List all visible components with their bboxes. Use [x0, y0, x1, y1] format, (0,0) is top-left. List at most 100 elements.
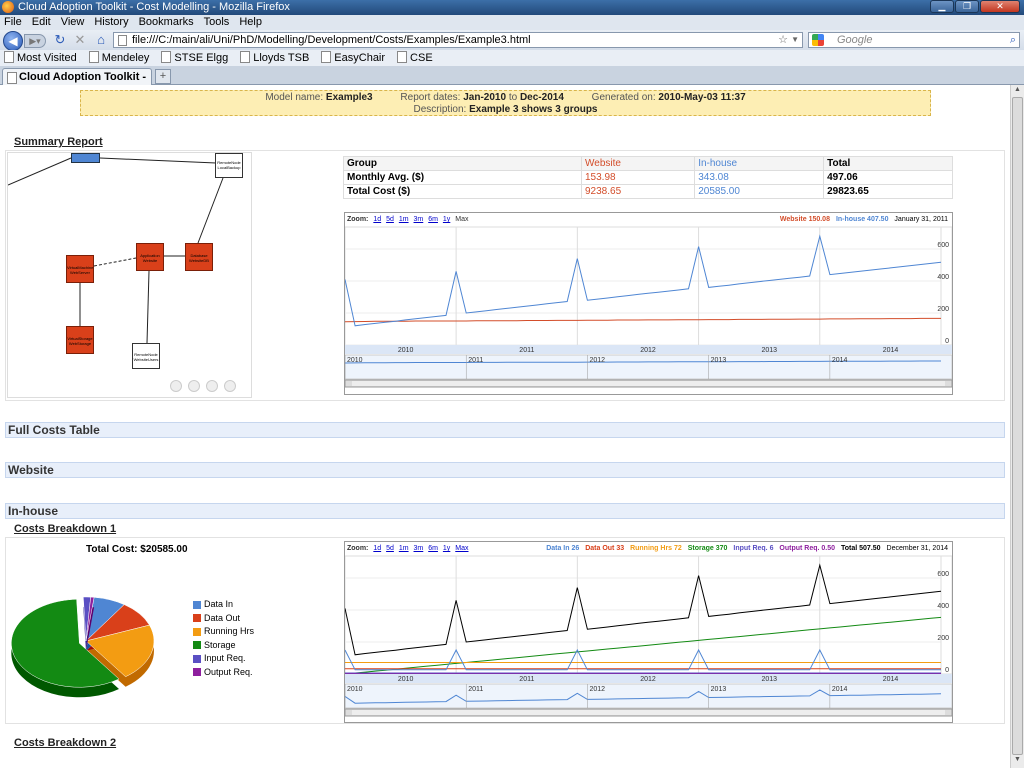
diagram-node-webstorage[interactable]: VirtualStorage WebStorage — [66, 326, 94, 354]
diagram-node-websiteusers[interactable]: RemoteNode WebsiteUsers — [132, 343, 160, 369]
costs-breakdown-1-heading[interactable]: Costs Breakdown 1 — [14, 523, 117, 535]
menu-history[interactable]: History — [94, 16, 129, 28]
zoom-1d[interactable]: 1d — [373, 545, 382, 552]
menu-bookmarks[interactable]: Bookmarks — [138, 16, 194, 28]
search-box[interactable]: Google ⌕ — [808, 32, 1020, 48]
row-label: Total Cost ($) — [343, 184, 582, 199]
menu-view[interactable]: View — [60, 16, 85, 28]
scrollbar-thumb[interactable] — [1012, 97, 1023, 755]
tab-cost-modelling[interactable]: Cloud Adoption Toolkit - Cos... — [2, 68, 152, 99]
url-text: file:///C:/main/ali/Uni/PhD/Modelling/De… — [132, 34, 531, 46]
chart2-zoom-controls: Zoom: 1d 5d 1m 3m 6m 1y Max — [347, 545, 469, 552]
menu-help[interactable]: Help — [239, 16, 262, 28]
zoom-max[interactable]: Max — [455, 216, 469, 223]
menu-tools[interactable]: Tools — [203, 16, 230, 28]
legend-label: Storage — [204, 639, 236, 650]
navigator-label: 2013 — [711, 686, 727, 693]
minimize-button[interactable]: ▁ — [930, 0, 954, 13]
node-label: RemoteNode LocalBackup — [217, 160, 241, 170]
diagram-fit-icon[interactable] — [206, 380, 218, 392]
menu-file[interactable]: File — [4, 16, 22, 28]
zoom-1d[interactable]: 1d — [373, 216, 382, 223]
tab-bar: Cloud Adoption Toolkit - Cos... + — [0, 66, 1024, 99]
bookmark-lloyds-tsb[interactable]: Lloyds TSB — [240, 50, 309, 66]
x-axis-band — [345, 345, 952, 354]
x-tick-label: 2011 — [519, 347, 534, 354]
bookmark-star-icon[interactable]: ☆ — [778, 34, 788, 46]
navigator-label: 2014 — [832, 686, 848, 693]
legend-item: Data In — [193, 598, 254, 612]
chart2-legend: Data In 26 Data Out 33 Running Hrs 72 St… — [542, 545, 948, 552]
zoom-5d[interactable]: 5d — [386, 545, 394, 552]
generated-value: 2010-May-03 11:37 — [658, 92, 746, 103]
zoom-1m[interactable]: 1m — [398, 216, 409, 223]
diagram-zoom-in-icon[interactable] — [170, 380, 182, 392]
diagram-node-websitedb[interactable]: Database WebsiteDB — [185, 243, 213, 271]
legend-item: Input Req. — [193, 652, 254, 666]
section-full-costs-table[interactable]: Full Costs Table — [5, 422, 1005, 438]
forward-button[interactable]: ▶▾ — [24, 34, 46, 48]
zoom-max[interactable]: Max — [455, 545, 469, 552]
menu-edit[interactable]: Edit — [31, 16, 51, 28]
pie-chart-svg — [11, 596, 155, 698]
x-tick-label: 2011 — [519, 676, 534, 683]
x-axis-band — [345, 674, 952, 683]
summary-report-heading[interactable]: Summary Report — [14, 136, 103, 148]
diagram-reset-icon[interactable] — [224, 380, 236, 392]
window-titlebar: Cloud Adoption Toolkit - Cost Modelling … — [0, 0, 1024, 15]
bookmark-easychair[interactable]: EasyChair — [321, 50, 385, 66]
bookmark-mendeley[interactable]: Mendeley — [89, 50, 150, 66]
section-inhouse[interactable]: In-house — [5, 503, 1005, 519]
url-bar[interactable]: file:///C:/main/ali/Uni/PhD/Modelling/De… — [113, 32, 803, 48]
google-icon[interactable] — [812, 34, 824, 46]
node-label: RemoteNode WebsiteUsers — [133, 352, 159, 362]
diagram-node-webserver[interactable]: VirtualMachine WebServer — [66, 255, 94, 283]
navigator-label: 2012 — [589, 357, 605, 364]
y-tick-label: 600 — [937, 242, 949, 249]
scroll-down-icon[interactable]: ▼ — [1014, 756, 1021, 763]
zoom-1y[interactable]: 1y — [442, 545, 451, 552]
zoom-6m[interactable]: 6m — [428, 216, 438, 223]
series-line-in-house — [345, 234, 942, 327]
zoom-1y[interactable]: 1y — [442, 216, 451, 223]
maximize-button[interactable]: ❐ — [955, 0, 979, 13]
stop-button[interactable]: ✕ — [72, 32, 88, 48]
cell-inhouse: 20585.00 — [694, 184, 825, 199]
navigator-label: 2011 — [468, 686, 483, 693]
pie-slice-running-hrs — [85, 624, 155, 677]
y-tick-label: 0 — [945, 667, 949, 674]
node-label: VirtualStorage WebStorage — [67, 336, 93, 346]
back-button[interactable]: ◀ — [3, 31, 23, 51]
chart2-svg: 0 200 400 600 2010 2011 2012 2013 2014 2010 2011 20… — [345, 555, 952, 717]
url-dropdown-icon[interactable]: ▼ — [791, 35, 799, 44]
pie-title: Total Cost: $20585.00 — [86, 544, 188, 555]
vertical-scrollbar[interactable]: ▲ ▼ — [1010, 85, 1024, 768]
reload-button[interactable]: ↻ — [52, 32, 68, 48]
description-label: Description: — [413, 104, 467, 115]
search-icon[interactable]: ⌕ — [1009, 34, 1016, 46]
x-tick-label: 2012 — [640, 347, 656, 354]
x-tick-label: 2010 — [398, 676, 414, 683]
pie-slice-side-output-req- — [86, 607, 95, 651]
zoom-3m[interactable]: 3m — [413, 216, 424, 223]
diagram-zoom-out-icon[interactable] — [188, 380, 200, 392]
series-line-total — [345, 563, 942, 656]
zoom-1m[interactable]: 1m — [398, 545, 409, 552]
diagram-node-website[interactable]: Application Website — [136, 243, 164, 271]
home-button[interactable]: ⌂ — [93, 32, 109, 48]
zoom-3m[interactable]: 3m — [413, 545, 424, 552]
new-tab-button[interactable]: + — [155, 69, 171, 84]
diagram-node-localbackup[interactable]: RemoteNode LocalBackup — [215, 153, 243, 178]
bookmark-stse-elgg[interactable]: STSE Elgg — [161, 50, 228, 66]
costs-breakdown-2-heading[interactable]: Costs Breakdown 2 — [14, 737, 117, 749]
close-button[interactable]: ✕ — [980, 0, 1020, 13]
zoom-6m[interactable]: 6m — [428, 545, 438, 552]
bookmark-cse[interactable]: CSE — [397, 50, 433, 66]
zoom-5d[interactable]: 5d — [386, 216, 394, 223]
section-website[interactable]: Website — [5, 462, 1005, 478]
diagram-blue-node[interactable] — [71, 153, 100, 163]
firefox-icon — [2, 1, 14, 13]
scroll-up-icon[interactable]: ▲ — [1014, 86, 1021, 93]
bookmark-most-visited[interactable]: Most Visited — [4, 50, 77, 66]
legend-swatch — [193, 668, 201, 677]
